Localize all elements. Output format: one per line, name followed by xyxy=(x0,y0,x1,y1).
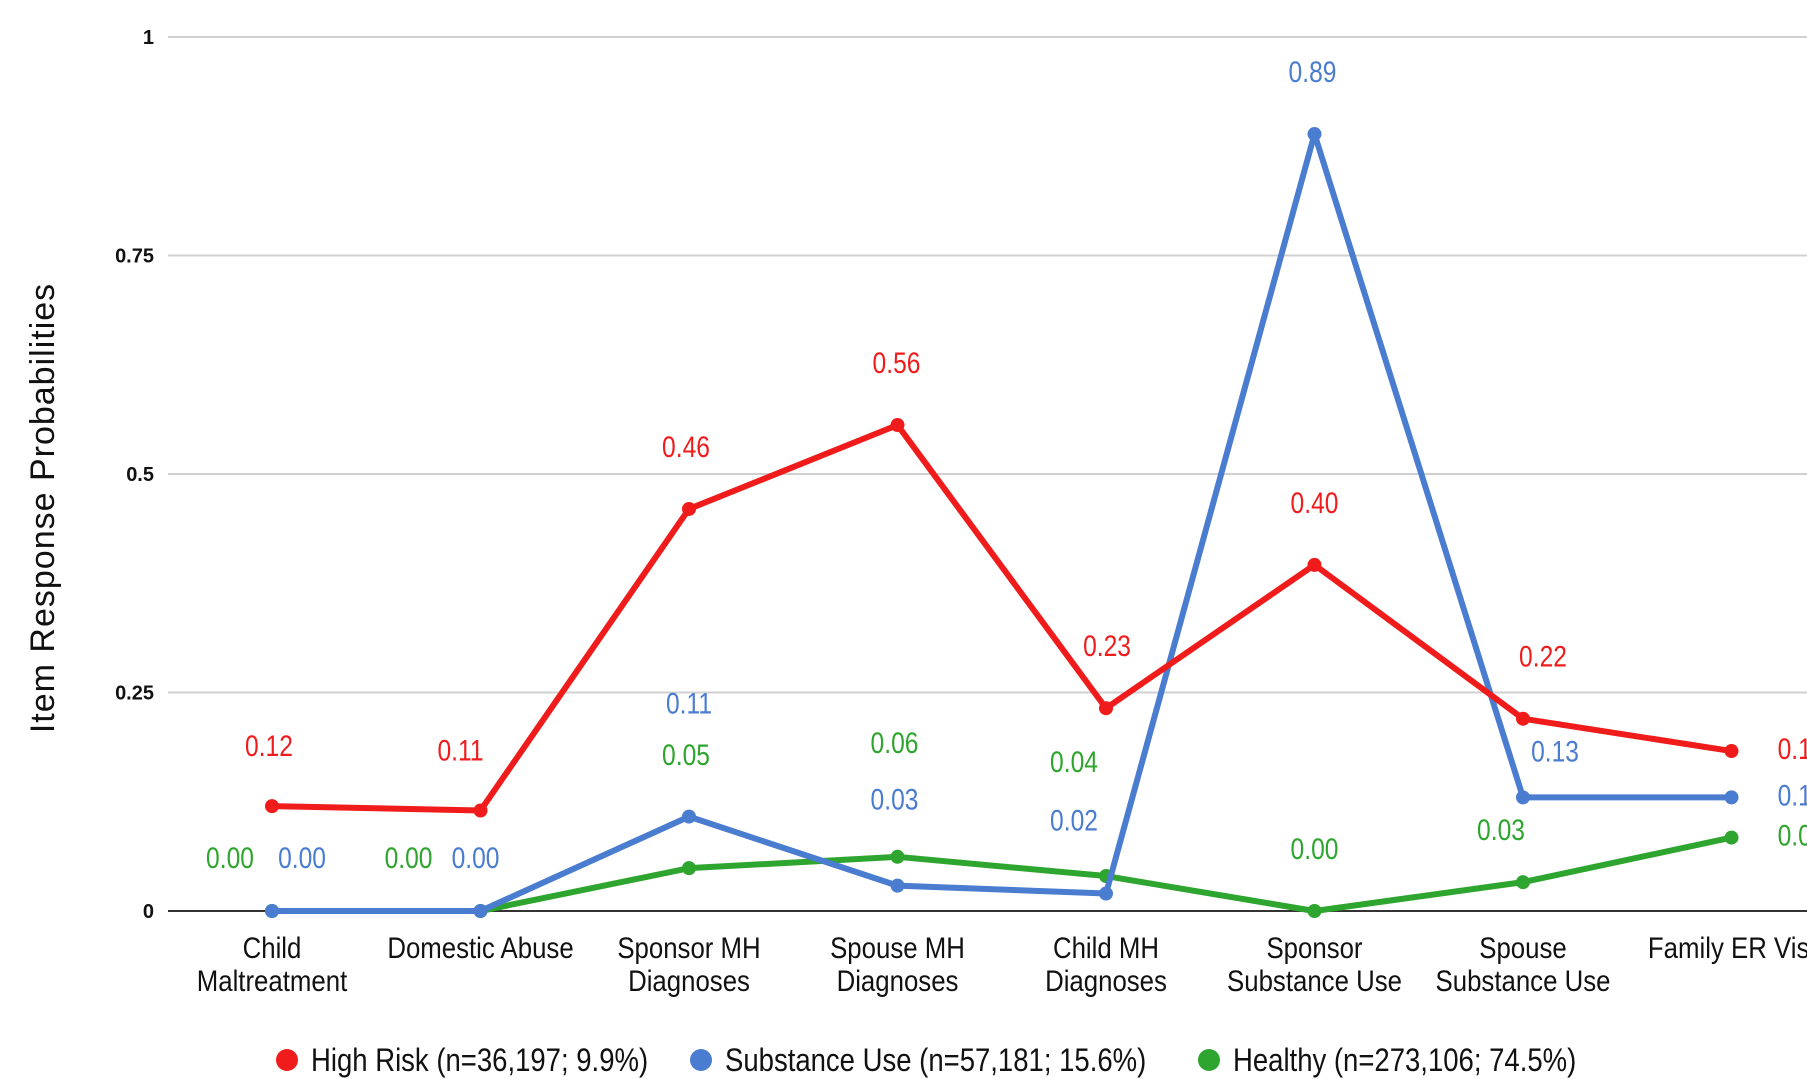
data-point xyxy=(890,418,905,433)
data-label: 0.12 xyxy=(245,729,293,763)
data-point xyxy=(682,501,696,516)
x-tick-label: Sponsor xyxy=(1266,931,1362,964)
y-axis-label: Item Response Probabilities xyxy=(24,283,62,733)
x-tick-label: Diagnoses xyxy=(1045,964,1167,997)
legend-swatch xyxy=(690,1049,712,1071)
data-point xyxy=(1099,886,1113,901)
data-label: 0.18 xyxy=(1778,732,1807,766)
data-point xyxy=(1516,711,1530,726)
data-label: 0.00 xyxy=(278,841,326,875)
data-point xyxy=(1724,744,1739,759)
x-tick-label: Spouse MH xyxy=(830,931,965,964)
data-label: 0.22 xyxy=(1519,639,1567,673)
data-label: 0.13 xyxy=(1531,734,1579,768)
data-label: 0.04 xyxy=(1050,745,1098,779)
x-tick-label: Sponsor MH xyxy=(617,931,760,964)
series-line xyxy=(269,422,1735,814)
data-point xyxy=(890,849,905,864)
x-tick-label: Substance Use xyxy=(1436,964,1611,997)
x-tick-label: Spouse xyxy=(1479,931,1566,964)
data-point xyxy=(682,809,696,824)
x-tick-label: Diagnoses xyxy=(628,964,750,997)
legend-label: Substance Use (n=57,181; 15.6%) xyxy=(725,1043,1146,1078)
data-label: 0.03 xyxy=(871,782,919,816)
data-label: 0.23 xyxy=(1083,629,1131,663)
data-label: 0.03 xyxy=(1477,813,1525,847)
y-tick-label: 0 xyxy=(143,901,154,923)
x-tick-label: Maltreatment xyxy=(197,964,348,997)
x-tick-label: Substance Use xyxy=(1227,964,1402,997)
data-label: 0.05 xyxy=(662,738,710,772)
data-label: 0.13 xyxy=(1778,778,1807,812)
x-tick-label: Diagnoses xyxy=(837,964,959,997)
x-tick-label: Child xyxy=(243,931,302,964)
data-point xyxy=(473,803,488,818)
legend-label: High Risk (n=36,197; 9.9%) xyxy=(311,1043,648,1078)
data-label: 0.00 xyxy=(452,841,500,875)
series xyxy=(265,127,1739,918)
y-axis-ticks: 0 0.25 0.5 0.75 1 xyxy=(115,27,154,923)
x-tick-label: Domestic Abuse xyxy=(387,931,573,964)
data-point xyxy=(265,799,279,814)
gridlines xyxy=(168,36,1807,912)
data-point xyxy=(890,878,905,893)
data-point xyxy=(1724,790,1739,805)
data-label: 0.56 xyxy=(873,346,921,380)
data-label: 0.89 xyxy=(1289,55,1337,89)
data-label: 0.08 xyxy=(1778,818,1807,852)
data-point xyxy=(265,904,279,918)
data-label: 0.00 xyxy=(206,841,254,875)
data-point xyxy=(1516,875,1530,890)
data-label: 0.00 xyxy=(1291,832,1339,866)
data-label: 0.11 xyxy=(437,733,483,767)
data-label: 0.06 xyxy=(871,725,919,759)
data-point xyxy=(1099,701,1113,716)
y-tick-label: 1 xyxy=(143,27,154,49)
data-point xyxy=(1516,790,1530,805)
data-label: 0.46 xyxy=(662,430,710,464)
data-label: 0.40 xyxy=(1291,486,1339,520)
data-label: 0.00 xyxy=(385,841,433,875)
data-labels: 0.12 0.11 0.46 0.56 0.23 0.40 0.22 0.18 0.00 0.00… xyxy=(206,55,1807,875)
x-tick-label: Child MH xyxy=(1053,931,1159,964)
data-point xyxy=(473,904,488,918)
legend-swatch xyxy=(1198,1049,1220,1071)
legend-swatch xyxy=(276,1049,298,1071)
series-line xyxy=(269,131,1735,914)
x-tick-label: Family ER Visi xyxy=(1648,931,1807,964)
data-point xyxy=(1307,557,1322,572)
data-point xyxy=(1724,830,1739,845)
data-label: 0.11 xyxy=(666,686,712,720)
data-point xyxy=(682,861,696,876)
data-point xyxy=(1307,904,1322,918)
legend: High Risk (n=36,197; 9.9%) Substance Use … xyxy=(276,1043,1576,1079)
data-label: 0.02 xyxy=(1050,803,1098,837)
y-tick-label: 0.25 xyxy=(115,683,154,705)
y-tick-label: 0.5 xyxy=(126,464,154,486)
y-tick-label: 0.75 xyxy=(115,246,154,268)
series-line xyxy=(269,834,1735,914)
legend-label: Healthy (n=273,106; 74.5%) xyxy=(1233,1043,1576,1078)
data-point xyxy=(1307,127,1322,142)
